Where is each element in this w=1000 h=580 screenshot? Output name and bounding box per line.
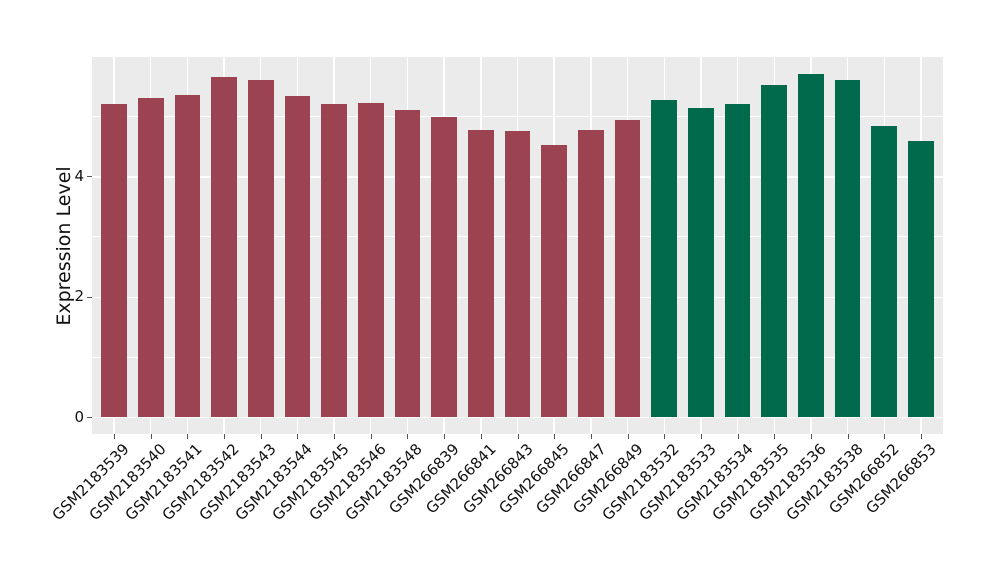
x-tick — [370, 434, 372, 439]
bar — [724, 103, 751, 417]
bar — [908, 141, 934, 417]
y-tick — [87, 296, 92, 298]
y-tick-label: 2 — [74, 287, 84, 306]
x-tick — [627, 434, 629, 439]
x-tick — [260, 434, 262, 439]
bar — [467, 130, 494, 417]
x-tick — [847, 434, 849, 439]
x-tick — [444, 434, 446, 439]
y-tick-label: 0 — [74, 407, 84, 426]
x-tick — [590, 434, 592, 439]
x-tick — [700, 434, 702, 439]
plot-panel — [92, 57, 943, 434]
x-tick — [407, 434, 409, 439]
x-tick — [737, 434, 739, 439]
bar — [834, 79, 861, 417]
x-tick — [334, 434, 336, 439]
bar — [688, 108, 714, 417]
x-tick — [297, 434, 299, 439]
x-tick — [774, 434, 776, 439]
x-tick — [554, 434, 556, 439]
x-tick — [517, 434, 519, 439]
x-tick — [224, 434, 226, 439]
y-tick — [87, 417, 92, 418]
x-tick — [810, 434, 812, 439]
y-tick-label: 4 — [74, 166, 84, 185]
bar — [504, 131, 531, 417]
bar — [761, 85, 788, 417]
bar — [798, 73, 824, 417]
bar — [284, 95, 311, 417]
bar — [394, 109, 421, 417]
bar — [174, 94, 201, 417]
bar — [211, 76, 237, 417]
bar — [871, 125, 898, 417]
x-tick — [150, 434, 152, 439]
x-tick — [114, 434, 115, 439]
bar — [651, 99, 678, 417]
y-tick — [87, 176, 92, 178]
x-tick — [920, 434, 922, 439]
bar — [101, 103, 127, 417]
bar — [357, 102, 384, 417]
x-tick — [480, 434, 482, 439]
x-tick — [664, 434, 666, 439]
x-tick — [187, 434, 189, 439]
bar — [321, 103, 347, 417]
bar — [614, 119, 641, 417]
bar — [541, 144, 567, 417]
bar — [247, 79, 274, 417]
bar — [431, 117, 457, 417]
bar — [578, 129, 604, 417]
x-tick — [884, 434, 886, 439]
bar — [137, 97, 164, 417]
